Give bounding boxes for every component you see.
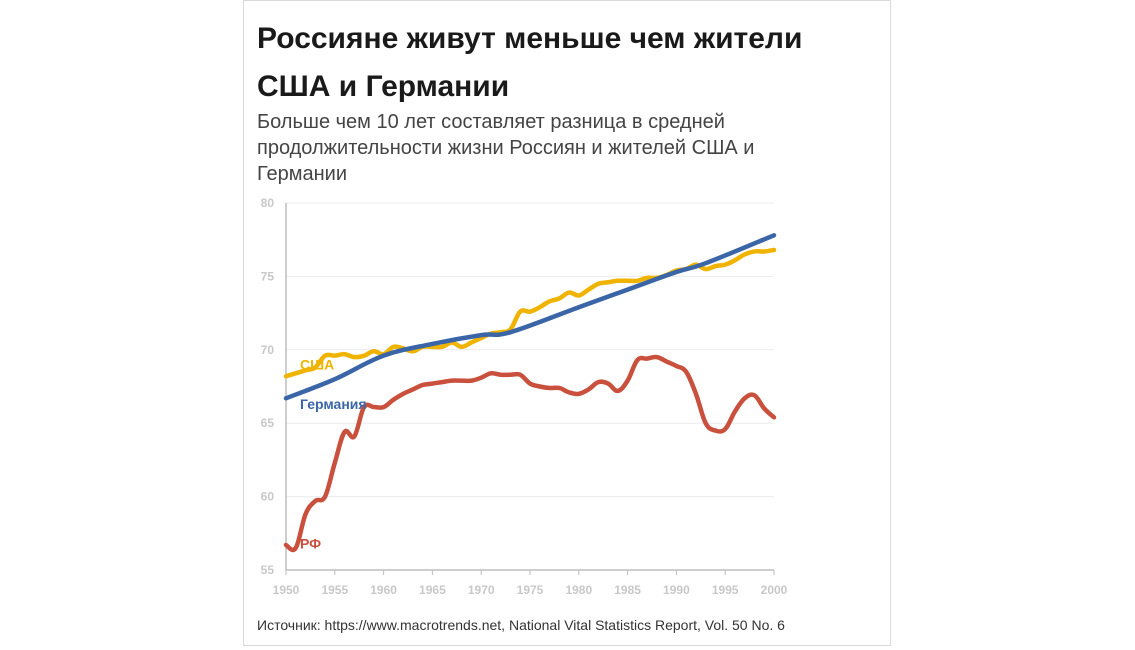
y-tick-label: 65	[261, 416, 275, 430]
x-tick-label: 1950	[273, 583, 300, 597]
series-line-russia	[283, 354, 777, 553]
source-note: Источник: https://www.macrotrends.net, N…	[257, 617, 785, 633]
chart-card: Россияне живут меньше чем жители США и Г…	[243, 0, 891, 646]
x-tick-label: 1955	[321, 583, 348, 597]
chart-subtitle: Больше чем 10 лет составляет разница в с…	[257, 111, 755, 185]
series-label-germany: Германия	[300, 396, 367, 412]
series-label-usa: США	[300, 356, 334, 372]
y-tick-label: 60	[261, 490, 275, 504]
y-tick-label: 75	[261, 269, 275, 283]
x-tick-label: 2000	[761, 583, 788, 597]
series-line-usa	[283, 247, 777, 379]
series-label-russia: РФ	[300, 536, 321, 552]
x-tick-label: 1985	[614, 583, 641, 597]
series-lines	[283, 233, 777, 553]
x-tick-label: 1970	[468, 583, 495, 597]
chart-title: Россияне живут меньше чем жители США и Г…	[257, 22, 803, 103]
y-tick-label: 70	[261, 343, 275, 357]
x-tick-label: 1965	[419, 583, 446, 597]
series-line-germany	[283, 233, 777, 401]
tick-labels: 55 60 65 70 75 80 1950 1955 1960 1965 1970 1975 1980…	[261, 196, 788, 597]
grid-lines	[286, 202, 774, 498]
x-tick-label: 1975	[517, 583, 544, 597]
x-tick-label: 1980	[565, 583, 592, 597]
axes	[285, 203, 775, 575]
line-chart: 55 60 65 70 75 80 1950 1955 1960 1965 1970 1975 1980…	[261, 196, 788, 597]
y-tick-label: 55	[261, 563, 275, 577]
x-tick-label: 1990	[663, 583, 690, 597]
x-tick-label: 1960	[370, 583, 397, 597]
x-tick-label: 1995	[712, 583, 739, 597]
y-tick-label: 80	[261, 196, 275, 210]
series-labels: США Германия РФ	[300, 356, 367, 551]
